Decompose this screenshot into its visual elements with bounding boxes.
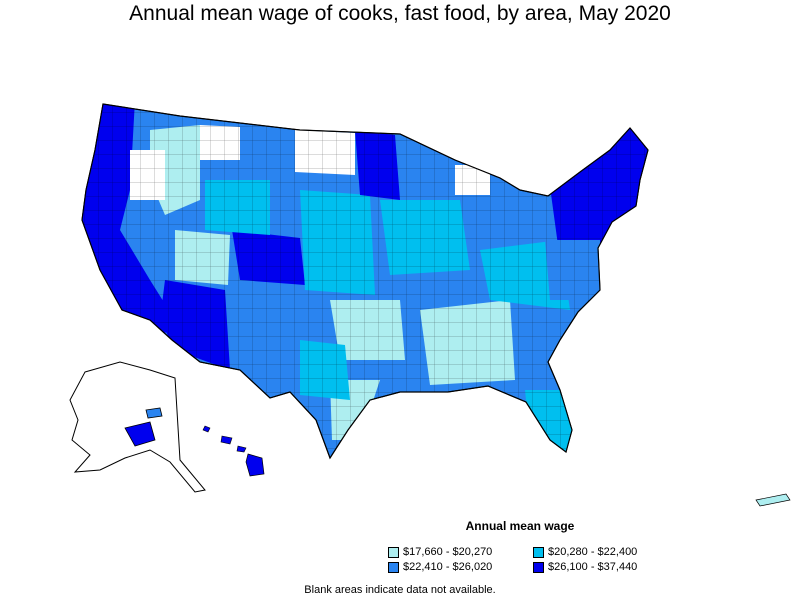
alaska-fairbanks-region bbox=[145, 407, 163, 419]
legend-label: $22,410 - $26,020 bbox=[403, 561, 493, 573]
legend-swatch bbox=[388, 546, 399, 558]
wage-regions bbox=[82, 104, 648, 458]
legend-item-1: $17,660 - $20,270 bbox=[388, 546, 492, 558]
legend-label: $17,660 - $20,270 bbox=[403, 546, 493, 558]
puerto-rico bbox=[755, 493, 791, 507]
legend-label: $20,280 - $22,400 bbox=[548, 546, 638, 558]
footnote: Blank areas indicate data not available. bbox=[304, 584, 496, 596]
legend-swatch bbox=[388, 561, 399, 573]
legend-swatch bbox=[533, 546, 544, 558]
legend-item-3: $22,410 - $26,020 bbox=[388, 561, 492, 573]
alaska-anchorage-region bbox=[124, 421, 156, 447]
alaska bbox=[69, 361, 206, 493]
contiguous-us bbox=[81, 103, 649, 460]
hawaii bbox=[202, 425, 265, 477]
legend-title: Annual mean wage bbox=[465, 519, 575, 533]
legend-swatch bbox=[533, 561, 544, 573]
legend-item-4: $26,100 - $37,440 bbox=[533, 561, 637, 573]
legend-label: $26,100 - $37,440 bbox=[548, 561, 638, 573]
map-title: Annual mean wage of cooks, fast food, by… bbox=[129, 2, 671, 25]
legend-item-2: $20,280 - $22,400 bbox=[533, 546, 637, 558]
